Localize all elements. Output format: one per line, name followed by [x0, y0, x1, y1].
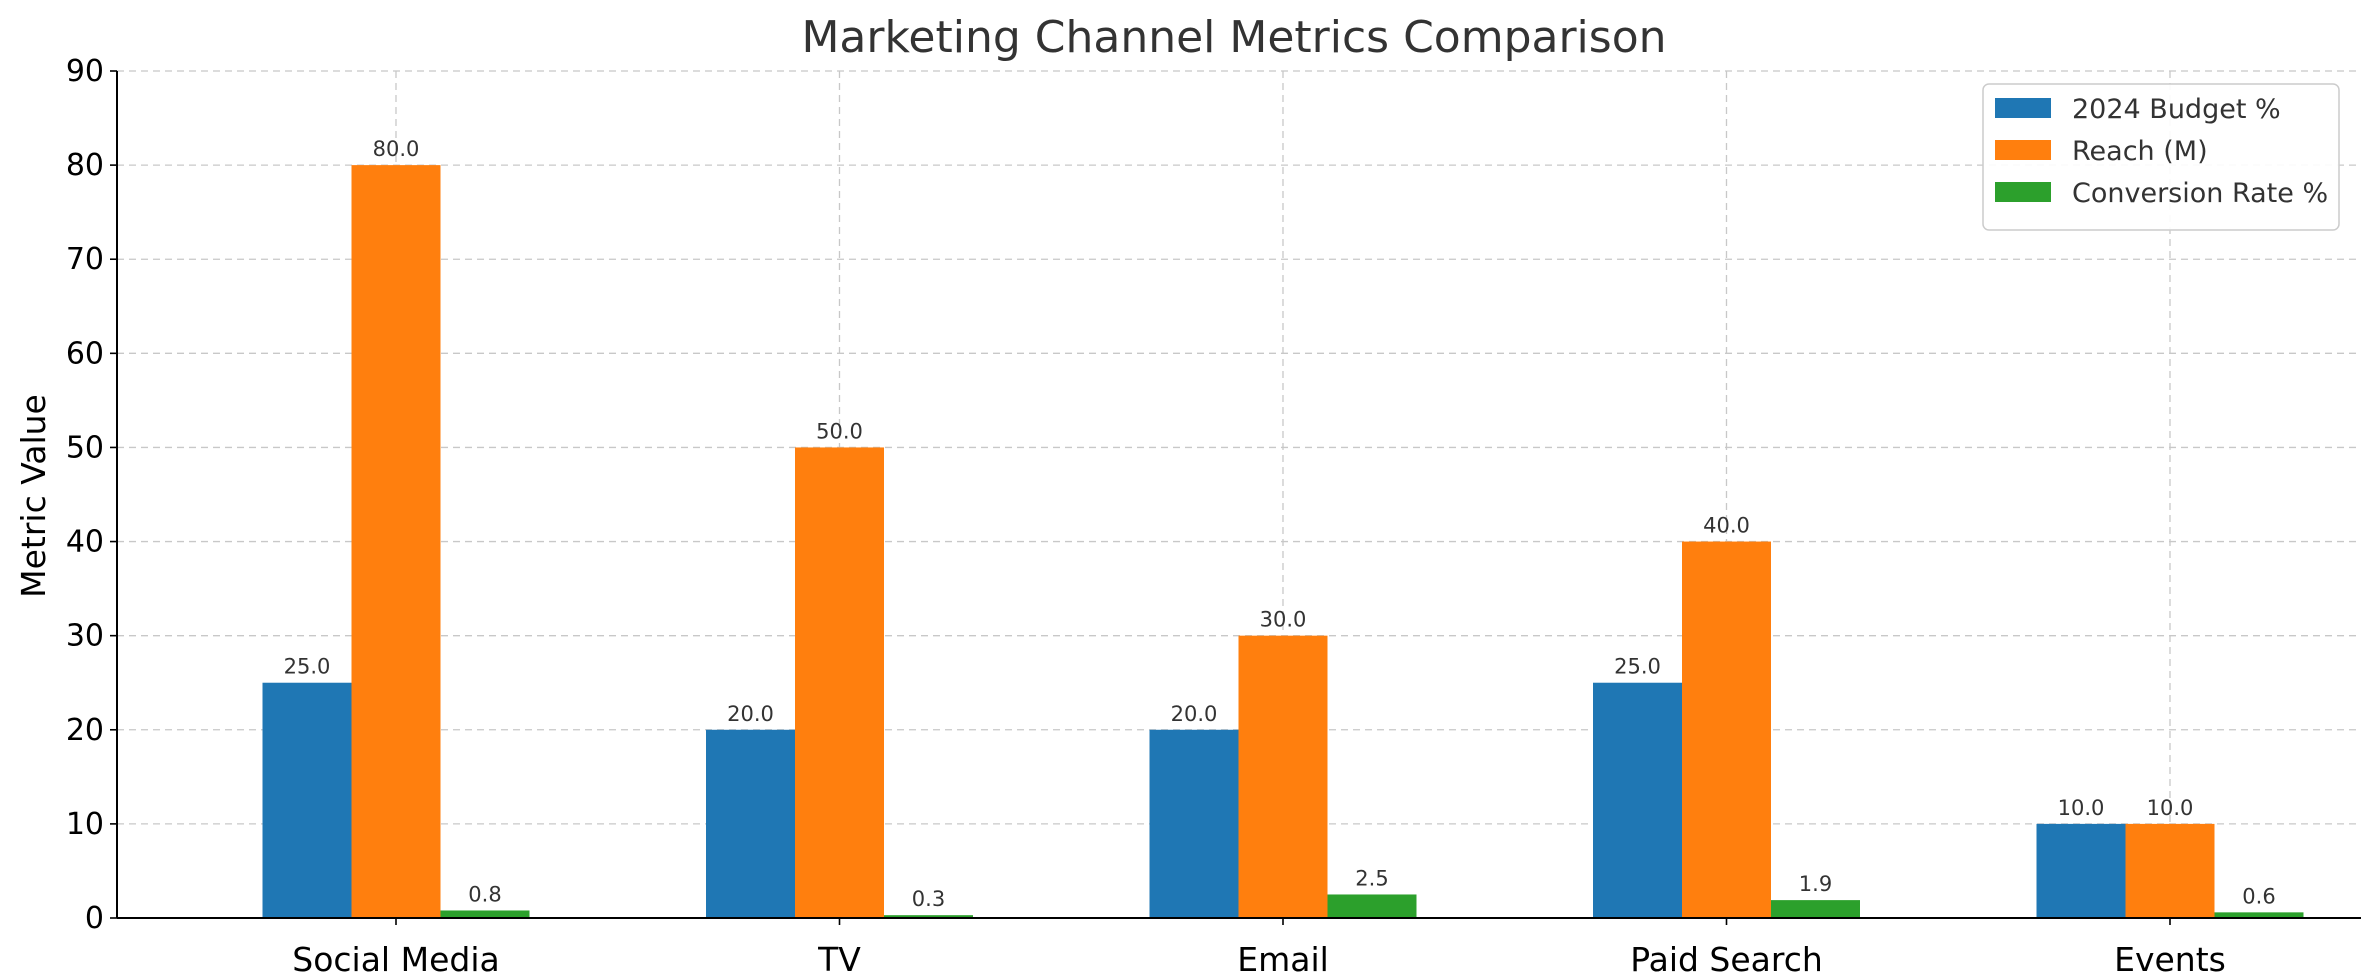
bar [1327, 894, 1417, 918]
y-tick-label: 90 [66, 54, 104, 89]
legend-swatch [1995, 140, 2051, 160]
y-tick-label: 60 [66, 336, 104, 371]
bar [1771, 900, 1860, 918]
legend-swatch [1995, 182, 2051, 202]
legend: 2024 Budget % Reach (M) Conversion Rate % [1982, 83, 2340, 231]
x-tick-label: Social Media [292, 940, 499, 979]
y-axis-title: Metric Value [14, 394, 53, 598]
legend-label: Reach (M) [2072, 136, 2208, 167]
bar [440, 910, 530, 918]
bar [795, 447, 884, 918]
bar-value-label: 10.0 [2058, 796, 2105, 820]
bar [2125, 823, 2215, 918]
bar [884, 915, 973, 918]
bar-value-label: 1.9 [1799, 872, 1832, 896]
bar [2214, 912, 2304, 918]
y-tick-label: 0 [85, 901, 104, 936]
bar-value-label: 0.3 [912, 887, 945, 911]
legend-frame [1982, 83, 2340, 231]
bar-value-label: 80.0 [373, 137, 420, 161]
x-tick-label: Events [2114, 940, 2226, 979]
x-tick-label: TV [817, 940, 861, 979]
y-tick-label: 80 [66, 148, 104, 183]
bar-value-label: 50.0 [816, 419, 863, 443]
legend-swatch [1995, 98, 2051, 118]
bar [2036, 823, 2126, 918]
y-tick-label: 50 [66, 430, 104, 465]
bar [1149, 729, 1239, 918]
bar-value-labels: 25.0 20.0 20.0 25.0 10.0 80.0 50.0 30.0 40.0 10.0… [284, 137, 2276, 911]
bar [1593, 682, 1682, 918]
bar-value-label: 30.0 [1260, 608, 1307, 632]
bar-value-label: 20.0 [1171, 702, 1218, 726]
bars [262, 165, 2304, 919]
axes: 0 10 20 30 40 50 60 70 80 90 Social Media TV Email Pa… [66, 54, 2361, 979]
bar-value-label: 25.0 [1614, 655, 1661, 679]
bar [351, 165, 441, 919]
y-tick-label: 40 [66, 525, 104, 560]
bar-value-label: 40.0 [1703, 514, 1750, 538]
bar-value-label: 0.8 [468, 882, 501, 906]
y-tick-label: 70 [66, 242, 104, 277]
bar-value-label: 20.0 [727, 702, 774, 726]
y-tick-label: 20 [66, 713, 104, 748]
y-tick-label: 30 [66, 619, 104, 654]
bar [262, 682, 352, 918]
bar-value-label: 25.0 [284, 655, 331, 679]
y-tick-label: 10 [66, 807, 104, 842]
bar [1238, 635, 1328, 918]
x-tick-label: Paid Search [1630, 940, 1823, 979]
bar-value-label: 10.0 [2147, 796, 2194, 820]
bar [706, 729, 795, 918]
x-tick-label: Email [1237, 940, 1329, 979]
legend-label: Conversion Rate % [2072, 178, 2328, 209]
legend-label: 2024 Budget % [2072, 94, 2281, 125]
bar-value-label: 0.6 [2242, 884, 2275, 908]
bar-value-label: 2.5 [1355, 866, 1388, 890]
chart-title: Marketing Channel Metrics Comparison [801, 12, 1666, 63]
bar [1682, 541, 1771, 918]
